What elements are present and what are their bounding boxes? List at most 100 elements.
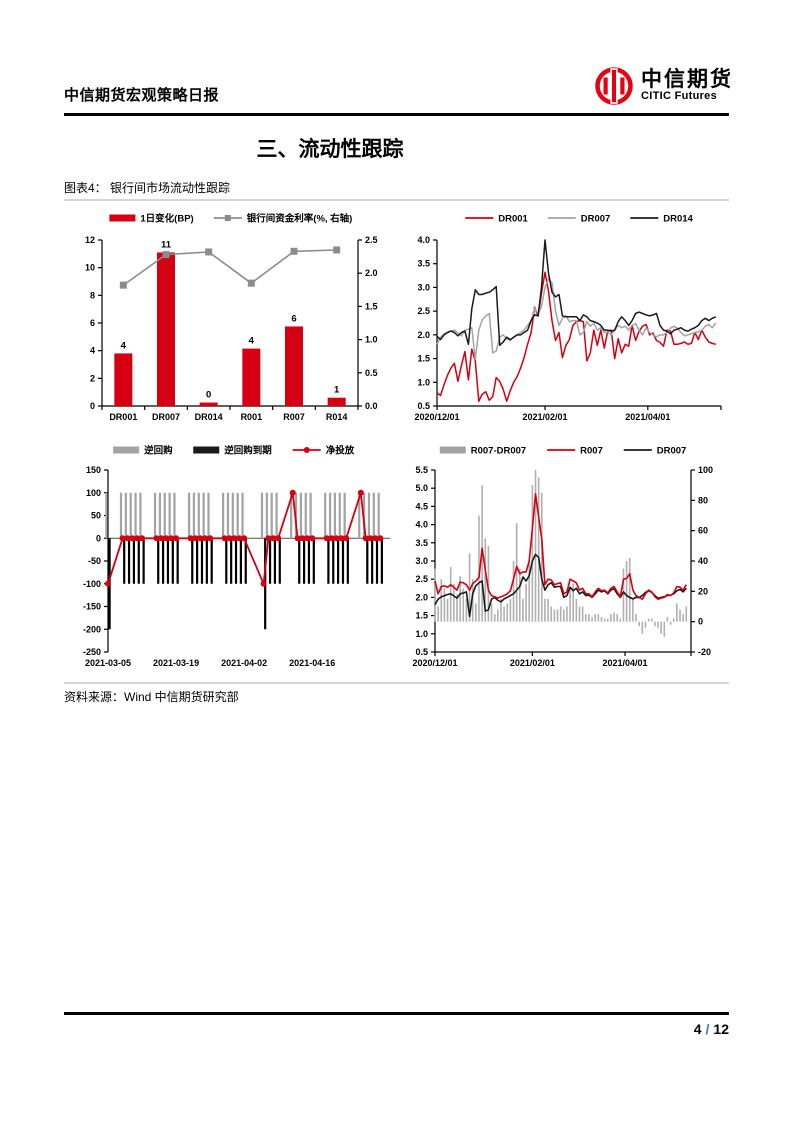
svg-text:1.5: 1.5 — [415, 611, 428, 621]
repo-maturity-bars — [108, 538, 383, 630]
logo-text-cn: 中信期货 — [641, 68, 733, 92]
figure-caption: 图表4： 银行间市场流动性跟踪 — [64, 181, 231, 195]
logo-text-en: CITIC Futures — [641, 90, 718, 103]
svg-text:3.0: 3.0 — [415, 556, 428, 566]
chart-interbank-rate-daily-change: 1日变化(BP) 银行间资金利率(%, 右轴) 0 2 4 6 8 10 12 0.0 0.5 1.0… — [64, 204, 396, 432]
legend-item: 银行间资金利率(%, 右轴) — [213, 213, 352, 225]
svg-text:20: 20 — [698, 586, 708, 596]
svg-text:-150: -150 — [83, 602, 101, 612]
chart-r007-dr007-spread-canvas: R007-DR007 R007 DR007 0.5 1.0 1.5 2.0 2.5 3.0 3.5… — [412, 446, 713, 669]
figure-grid: 1日变化(BP) 银行间资金利率(%, 右轴) 0 2 4 6 8 10 12 0.0 0.5 1.0… — [64, 204, 729, 684]
svg-text:-250: -250 — [83, 647, 101, 657]
rate-line-series — [119, 246, 341, 289]
legend-item: 净投放 — [292, 445, 355, 457]
chart-dr-rates-history-canvas: DR001 DR007 DR014 0.5 1.0 1.5 2.0 2.5 3.0 3.5 4.0 2… — [414, 214, 722, 422]
svg-text:1.0: 1.0 — [365, 335, 378, 345]
svg-text:R007: R007 — [283, 412, 305, 422]
svg-text:3.0: 3.0 — [417, 282, 430, 292]
svg-text:0.0: 0.0 — [365, 401, 378, 411]
svg-text:4.0: 4.0 — [415, 520, 428, 530]
svg-text:2020/12/01: 2020/12/01 — [414, 412, 459, 422]
svg-text:5.5: 5.5 — [415, 465, 428, 475]
chart-r007-dr007-spread: R007-DR007 R007 DR007 0.5 1.0 1.5 2.0 2.5 3.0 3.5… — [397, 436, 729, 684]
svg-text:4.0: 4.0 — [417, 235, 430, 245]
svg-text:净投放: 净投放 — [326, 445, 355, 457]
section-title: 三、流动性跟踪 — [256, 138, 404, 161]
svg-text:DR007: DR007 — [657, 446, 687, 457]
series-R007 — [434, 492, 687, 600]
svg-text:R007-DR007: R007-DR007 — [471, 446, 526, 457]
svg-text:DR014: DR014 — [195, 412, 223, 422]
legend-item: 1日变化(BP) — [109, 213, 194, 225]
svg-text:R001: R001 — [241, 412, 263, 422]
chart-open-market-operations-canvas: 逆回购 逆回购到期 净投放 -250 -200 -150 -100 -50 0 50 100 150 2… — [83, 445, 390, 668]
legend-item: 逆回购 — [113, 445, 173, 457]
data-source: 资料来源：Wind 中信期货研究部 — [64, 690, 239, 704]
svg-text:4.5: 4.5 — [415, 501, 428, 511]
svg-text:0: 0 — [698, 617, 703, 627]
svg-text:4: 4 — [249, 336, 255, 347]
legend-item: R007 — [547, 446, 603, 457]
citic-logo: 中信期货 CITIC Futures — [592, 64, 733, 108]
svg-text:DR014: DR014 — [663, 214, 693, 225]
svg-text:0.5: 0.5 — [417, 401, 430, 411]
svg-text:-50: -50 — [88, 556, 101, 566]
svg-text:DR007: DR007 — [581, 214, 611, 225]
svg-text:1.0: 1.0 — [417, 377, 430, 387]
svg-text:80: 80 — [698, 495, 708, 505]
svg-text:逆回购到期: 逆回购到期 — [224, 445, 272, 457]
svg-text:11: 11 — [161, 239, 172, 250]
chart-dr-rates-history: DR001 DR007 DR014 0.5 1.0 1.5 2.0 2.5 3.0 3.5 4.0 2… — [397, 204, 729, 432]
legend-item: DR001 — [465, 214, 529, 225]
svg-text:2021-04-02: 2021-04-02 — [221, 658, 267, 668]
svg-text:DR001: DR001 — [498, 214, 528, 225]
bar-series — [114, 252, 346, 406]
legend-item: DR014 — [630, 214, 694, 225]
svg-text:6: 6 — [90, 318, 95, 328]
svg-text:5.0: 5.0 — [415, 483, 428, 493]
legend-item: R007-DR007 — [439, 446, 526, 457]
svg-text:100: 100 — [698, 465, 713, 475]
svg-text:-100: -100 — [83, 579, 101, 589]
chart-interbank-rate-daily-change-canvas: 1日变化(BP) 银行间资金利率(%, 右轴)0246810120.00.51.0… — [85, 213, 378, 423]
legend-item: 逆回购到期 — [193, 445, 272, 457]
svg-text:1: 1 — [334, 385, 340, 396]
svg-text:2: 2 — [90, 373, 95, 383]
report-header-title: 中信期货宏观策略日报 — [64, 87, 220, 104]
spread-bars — [434, 470, 688, 637]
svg-text:0: 0 — [206, 390, 211, 401]
series-DR014 — [436, 239, 717, 347]
svg-text:0: 0 — [96, 533, 101, 543]
series-DR007 — [436, 278, 717, 361]
svg-text:0.5: 0.5 — [365, 368, 378, 378]
svg-text:40: 40 — [698, 556, 708, 566]
legend-item: DR007 — [547, 214, 611, 225]
footer-divider — [64, 1012, 729, 1015]
svg-text:2020/12/01: 2020/12/01 — [412, 658, 457, 668]
page-number-total: 12 — [713, 1021, 729, 1037]
svg-text:2.0: 2.0 — [415, 592, 428, 602]
svg-text:50: 50 — [91, 511, 101, 521]
svg-text:10: 10 — [85, 263, 95, 273]
svg-text:0: 0 — [90, 401, 95, 411]
svg-text:2.0: 2.0 — [365, 268, 378, 278]
legend-item: DR007 — [623, 446, 687, 457]
svg-text:2.5: 2.5 — [365, 235, 378, 245]
svg-text:1.5: 1.5 — [365, 301, 378, 311]
citic-logo-icon — [595, 67, 633, 105]
series-DR001 — [436, 271, 716, 403]
page-number-current: 4 — [693, 1021, 702, 1037]
svg-text:2.0: 2.0 — [417, 330, 430, 340]
page-number: 4/12 — [694, 1021, 729, 1037]
svg-text:4: 4 — [121, 340, 127, 351]
figure-bottom-rule — [64, 682, 729, 684]
svg-text:2021-03-05: 2021-03-05 — [85, 658, 131, 668]
reverse-repo-bars — [105, 492, 380, 539]
svg-text:R007: R007 — [580, 446, 603, 457]
svg-text:4: 4 — [90, 346, 95, 356]
svg-text:1.5: 1.5 — [417, 354, 430, 364]
svg-text:3.5: 3.5 — [417, 259, 430, 269]
svg-text:150: 150 — [86, 465, 101, 475]
svg-text:1日变化(BP): 1日变化(BP) — [140, 213, 193, 225]
svg-text:6: 6 — [291, 313, 296, 324]
